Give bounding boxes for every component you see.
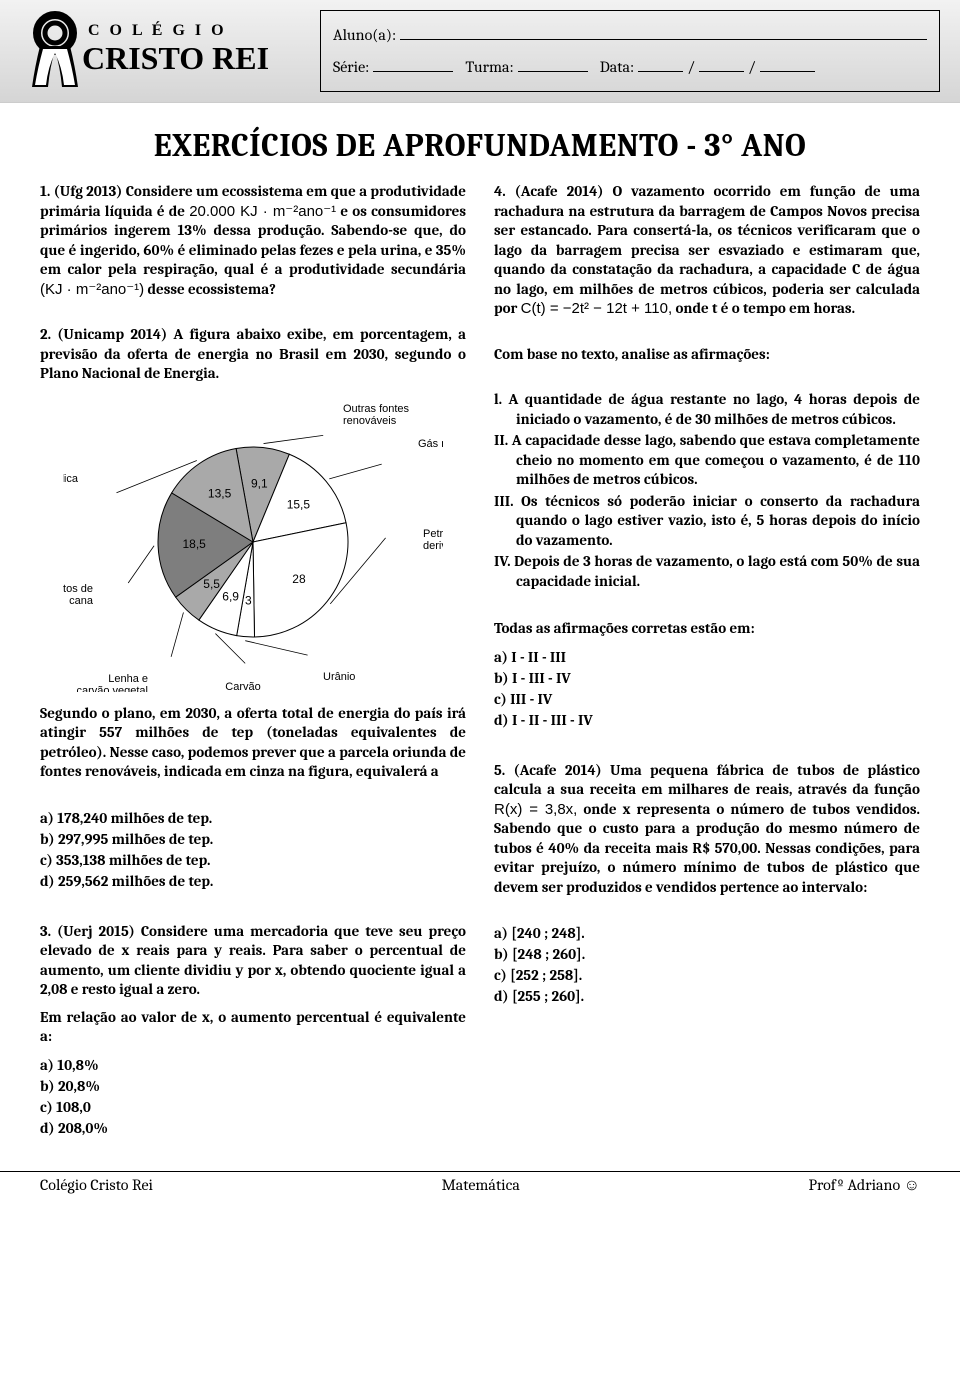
turma-input-line[interactable] bbox=[518, 54, 588, 72]
svg-text:28: 28 bbox=[292, 571, 306, 585]
q2-opt-b: b) 297,995 milhões de tep. bbox=[40, 829, 466, 850]
student-info-box: Aluno(a): Série: Turma: Data: / / bbox=[320, 10, 940, 92]
q4-stmt-1: l. A quantidade de água restante no lago… bbox=[494, 390, 920, 429]
q2-after: Segundo o plano, em 2030, a oferta total… bbox=[40, 704, 466, 782]
data-label: Data: bbox=[600, 51, 634, 83]
svg-text:Carvãomineral: Carvãomineral bbox=[225, 681, 261, 692]
svg-text:Petróleo ederivados: Petróleo ederivados bbox=[423, 528, 443, 552]
q4-opt-c: c) III - IV bbox=[494, 689, 920, 710]
footer-left: Colégio Cristo Rei bbox=[40, 1176, 153, 1195]
q4-stmt-4: IV. Depois de 3 horas de vazamento, o la… bbox=[494, 552, 920, 591]
q5-opt-b: b) [248 ; 260]. bbox=[494, 944, 920, 965]
svg-text:Outras fontesrenováveis: Outras fontesrenováveis bbox=[343, 403, 410, 427]
q4-opt-a: a) I - II - III bbox=[494, 647, 920, 668]
q5-opt-d: d) [255 ; 260]. bbox=[494, 986, 920, 1007]
serie-input-line[interactable] bbox=[373, 54, 453, 72]
svg-text:Hidráulica: Hidráulica bbox=[63, 473, 79, 485]
q5-text: 5. (Acafe 2014) Uma pequena fábrica de t… bbox=[494, 761, 920, 898]
q1-text: 1. (Ufg 2013) Considere um ecossistema e… bbox=[40, 182, 466, 299]
q3-opt-d: d) 208,0% bbox=[40, 1118, 466, 1139]
svg-text:Urânio: Urânio bbox=[323, 671, 355, 683]
q2-text: 2. (Unicamp 2014) A figura abaixo exibe,… bbox=[40, 325, 466, 384]
svg-text:18,5: 18,5 bbox=[182, 537, 206, 551]
q3-opt-b: b) 20,8% bbox=[40, 1076, 466, 1097]
q4-analise: Com base no texto, analise as afirmações… bbox=[494, 345, 920, 365]
page-header: C O L É G I O CRISTO REI Aluno(a): Série… bbox=[0, 0, 960, 103]
aluno-input-line[interactable] bbox=[400, 22, 927, 40]
left-column: 1. (Ufg 2013) Considere um ecossistema e… bbox=[40, 182, 466, 1151]
turma-label: Turma: bbox=[465, 51, 513, 83]
logo-text-bottom: CRISTO REI bbox=[82, 40, 269, 76]
footer-center: Matemática bbox=[442, 1176, 520, 1195]
aluno-label: Aluno(a): bbox=[333, 19, 396, 51]
svg-text:6,9: 6,9 bbox=[222, 589, 239, 603]
q3-opt-a: a) 10,8% bbox=[40, 1055, 466, 1076]
q2-opt-c: c) 353,138 milhões de tep. bbox=[40, 850, 466, 871]
q4-stmt-3: III. Os técnicos só poderão iniciar o co… bbox=[494, 492, 920, 551]
svg-text:5,5: 5,5 bbox=[203, 576, 220, 590]
serie-label: Série: bbox=[333, 51, 369, 83]
q2-opt-a: a) 178,240 milhões de tep. bbox=[40, 808, 466, 829]
svg-text:Gás natural: Gás natural bbox=[418, 438, 443, 450]
q2-options: a) 178,240 milhões de tep. b) 297,995 mi… bbox=[40, 808, 466, 892]
q4-opt-d: d) I - II - III - IV bbox=[494, 710, 920, 731]
svg-text:13,5: 13,5 bbox=[208, 486, 232, 500]
data-year-line[interactable] bbox=[760, 54, 815, 72]
svg-text:9,1: 9,1 bbox=[251, 476, 268, 490]
svg-text:15,5: 15,5 bbox=[287, 497, 311, 511]
q3-p1: 3. (Uerj 2015) Considere uma mercadoria … bbox=[40, 922, 466, 1000]
page-title: EXERCÍCIOS DE APROFUNDAMENTO - 3° ANO bbox=[0, 127, 960, 164]
content-columns: 1. (Ufg 2013) Considere um ecossistema e… bbox=[0, 182, 960, 1151]
q4-text: 4. (Acafe 2014) O vazamento ocorrido em … bbox=[494, 182, 920, 319]
q5-options: a) [240 ; 248]. b) [248 ; 260]. c) [252 … bbox=[494, 923, 920, 1007]
svg-text:3: 3 bbox=[245, 593, 252, 607]
q4-statements: l. A quantidade de água restante no lago… bbox=[494, 390, 920, 591]
logo-text-top: C O L É G I O bbox=[88, 20, 227, 39]
data-day-line[interactable] bbox=[638, 54, 683, 72]
svg-text:Produtos decana: Produtos decana bbox=[63, 583, 94, 607]
q4-stmt-2: II. A capacidade desse lago, sabendo que… bbox=[494, 431, 920, 490]
q3-options: a) 10,8% b) 20,8% c) 108,0 d) 208,0% bbox=[40, 1055, 466, 1139]
page-footer: Colégio Cristo Rei Matemática Profº Adri… bbox=[0, 1171, 960, 1203]
q3-opt-c: c) 108,0 bbox=[40, 1097, 466, 1118]
q5-opt-a: a) [240 ; 248]. bbox=[494, 923, 920, 944]
q3-p2: Em relação ao valor de x, o aumento perc… bbox=[40, 1008, 466, 1047]
energy-pie-chart: 9,1 Outras fontesrenováveis 15,5 Gás natura… bbox=[40, 392, 466, 692]
svg-text:Lenha ecarvão vegetal: Lenha ecarvão vegetal bbox=[76, 673, 148, 692]
data-month-line[interactable] bbox=[699, 54, 744, 72]
q4-todas: Todas as afirmações corretas estão em: bbox=[494, 619, 920, 639]
q2-opt-d: d) 259,562 milhões de tep. bbox=[40, 871, 466, 892]
school-logo: C O L É G I O CRISTO REI bbox=[20, 11, 300, 91]
q4-options: a) I - II - III b) I - III - IV c) III -… bbox=[494, 647, 920, 731]
q4-opt-b: b) I - III - IV bbox=[494, 668, 920, 689]
footer-right: Profº Adriano ☺ bbox=[808, 1176, 920, 1195]
right-column: 4. (Acafe 2014) O vazamento ocorrido em … bbox=[494, 182, 920, 1151]
q5-opt-c: c) [252 ; 258]. bbox=[494, 965, 920, 986]
